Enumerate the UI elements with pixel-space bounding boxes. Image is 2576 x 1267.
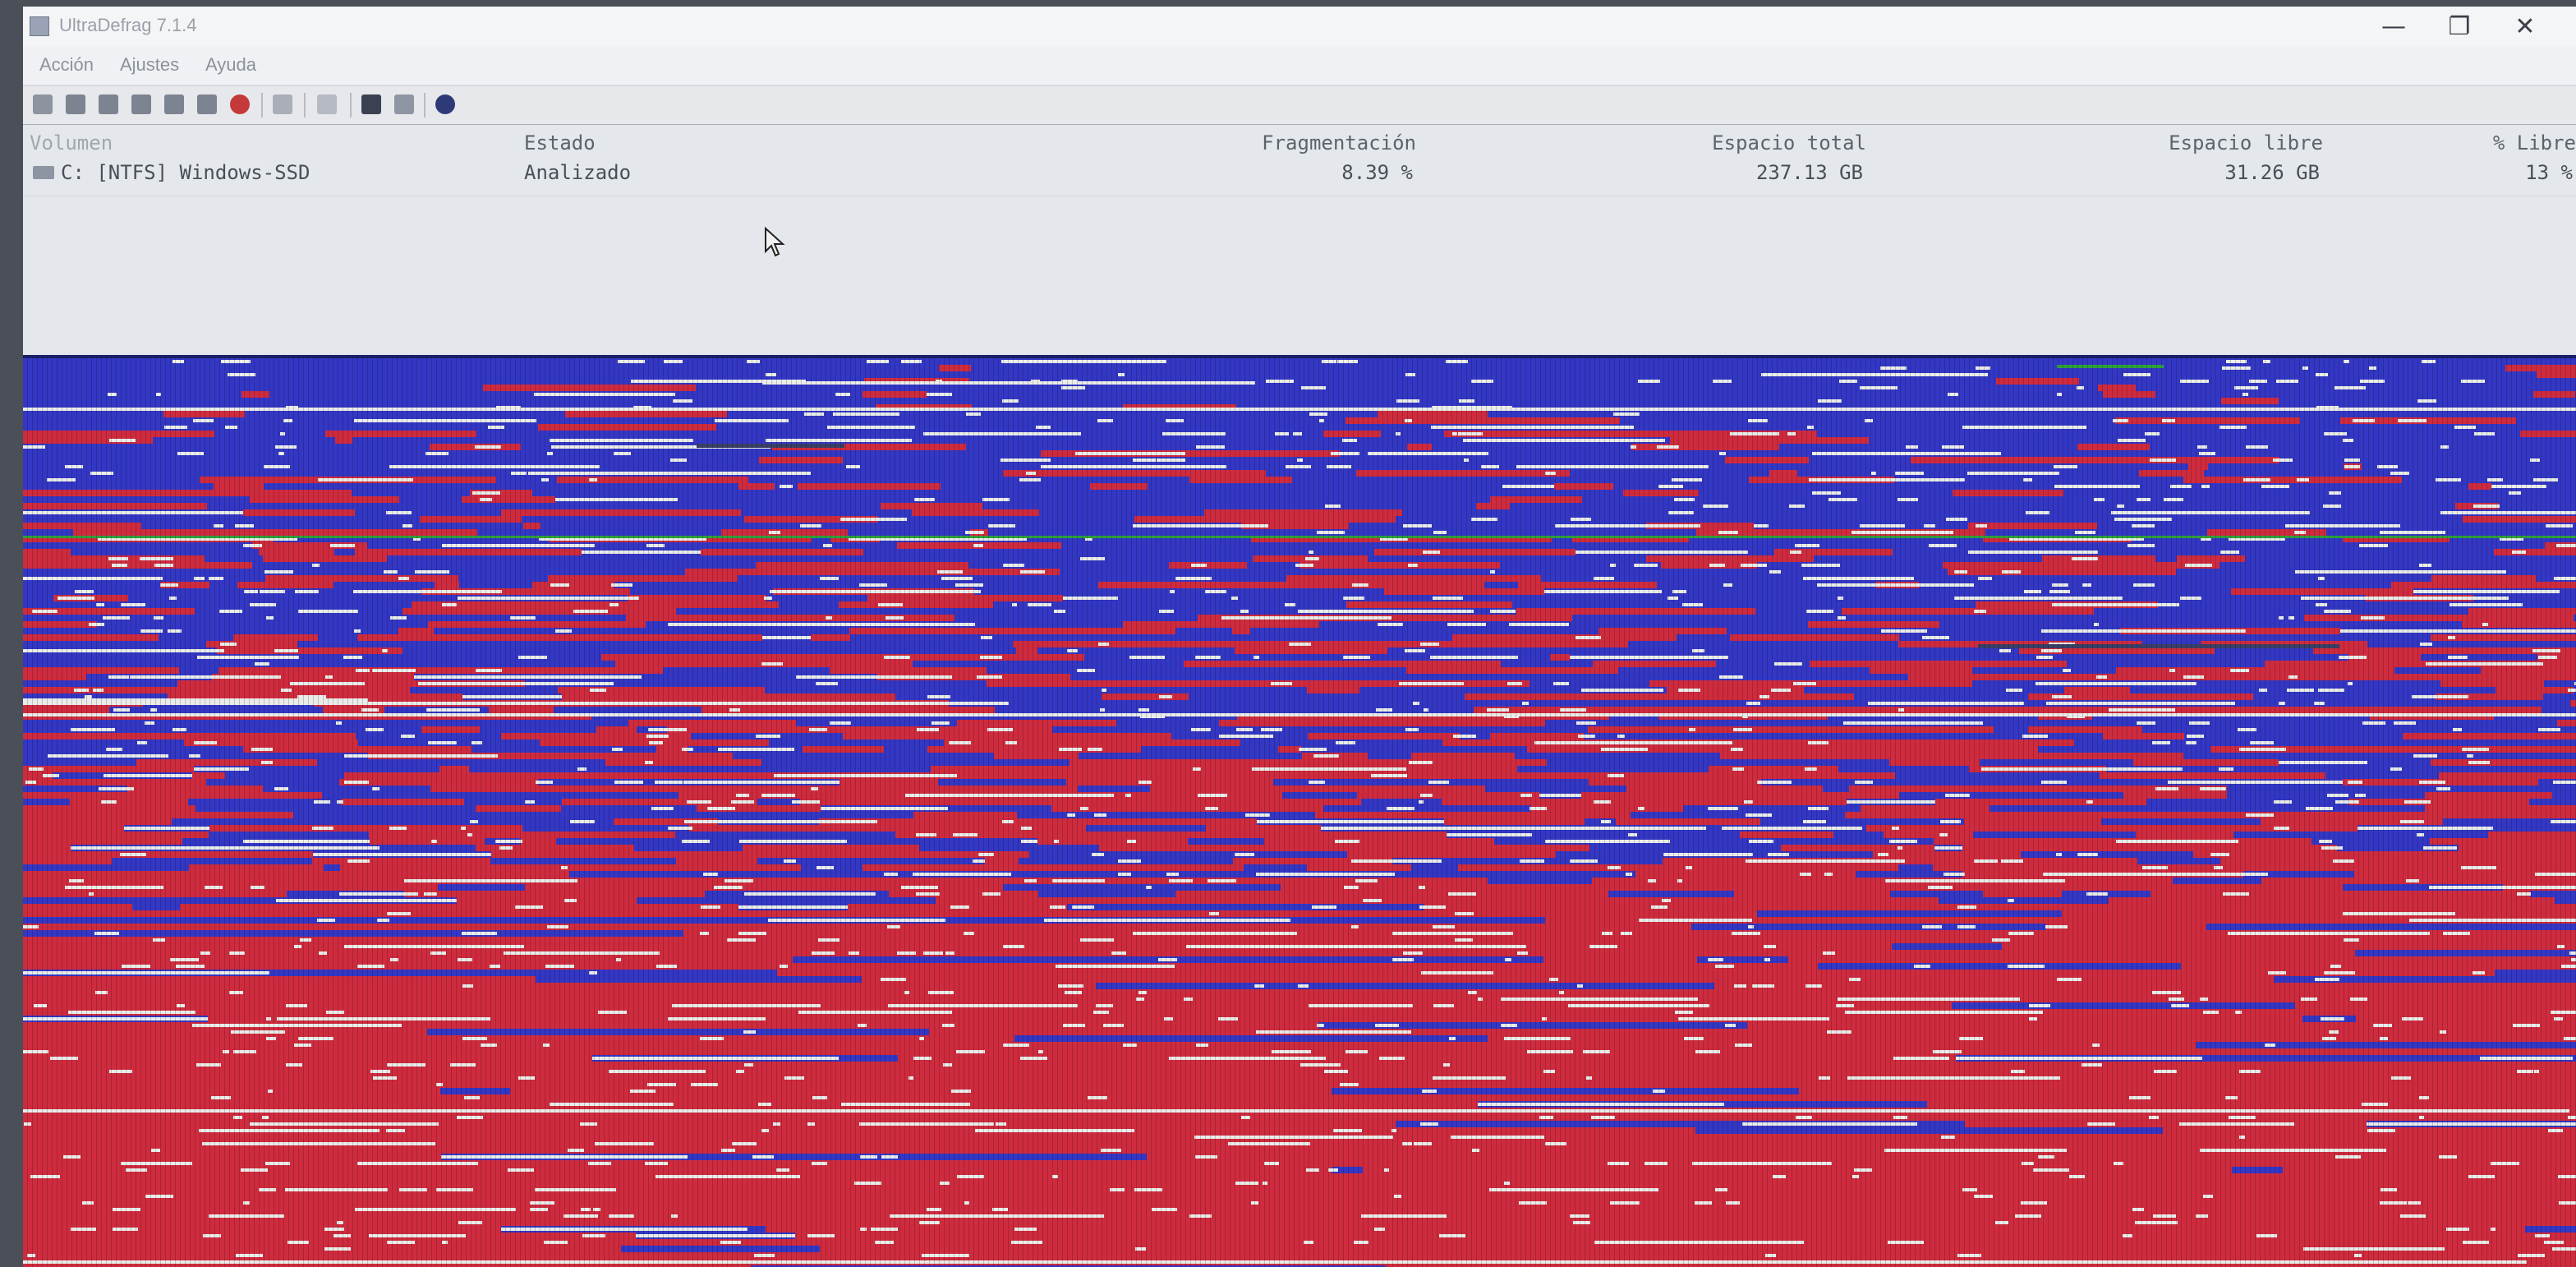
report-icon[interactable] [273, 94, 292, 114]
column-header-fragmentation[interactable]: Fragmentación [1262, 131, 1416, 154]
column-header-total-space[interactable]: Espacio total [1712, 131, 1866, 154]
close-button[interactable]: ✕ [2514, 12, 2536, 41]
analyze-icon[interactable] [33, 94, 53, 114]
help-icon[interactable] [435, 94, 455, 114]
mouse-cursor-icon [765, 227, 785, 257]
settings-icon[interactable] [394, 94, 414, 114]
volume-name: C: [NTFS] Windows-SSD [61, 161, 310, 184]
window-title: UltraDefrag 7.1.4 [59, 15, 197, 35]
cluster-map[interactable] [23, 355, 2576, 1267]
stop-icon[interactable] [230, 94, 250, 114]
toolbar-separator [424, 93, 426, 117]
toolbar-separator [350, 93, 352, 117]
menu-ajustes[interactable]: Ajustes [120, 54, 180, 75]
column-header-volume[interactable]: Volumen [30, 131, 113, 154]
column-header-free-space[interactable]: Espacio libre [2169, 131, 2323, 154]
defrag-icon[interactable] [66, 94, 85, 114]
volume-free-space: 31.26 GB [2224, 161, 2320, 184]
toolbar-separator [261, 93, 263, 117]
column-header-status[interactable]: Estado [524, 131, 596, 154]
volume-total-space: 237.13 GB [1755, 161, 1863, 184]
quick-optimize-icon[interactable] [99, 94, 118, 114]
full-optimize-icon[interactable] [131, 94, 151, 114]
title-bar[interactable]: UltraDefrag 7.1.4 — ❐ ✕ [23, 7, 2576, 46]
repeat-icon[interactable] [317, 94, 337, 114]
cluster-grid-overlay [23, 358, 2576, 1267]
volume-status: Analizado [524, 161, 632, 184]
boot-time-icon[interactable] [361, 94, 381, 114]
menu-accion[interactable]: Acción [39, 54, 94, 75]
mft-optimize-icon[interactable] [164, 94, 184, 114]
menu-ayuda[interactable]: Ayuda [205, 54, 256, 75]
volume-fragmentation: 8.39 % [1341, 161, 1413, 184]
app-icon [30, 16, 49, 36]
volume-list[interactable]: Volumen Estado Fragmentación Espacio tot… [23, 125, 2576, 357]
volume-free-percent: 13 % [2525, 161, 2573, 184]
drive-icon [33, 166, 54, 179]
app-window: UltraDefrag 7.1.4 — ❐ ✕ Acción Ajustes A… [23, 7, 2576, 1267]
menu-bar: Acción Ajustes Ayuda [23, 46, 2576, 84]
toolbar-separator [304, 93, 306, 117]
maximize-button[interactable]: ❐ [2448, 12, 2471, 41]
toolbar [23, 85, 2576, 126]
pause-icon[interactable] [197, 94, 217, 114]
minimize-button[interactable]: — [2381, 12, 2406, 41]
column-header-free-percent[interactable]: % Libre [2492, 131, 2576, 154]
cluster-grid [23, 358, 2576, 1267]
